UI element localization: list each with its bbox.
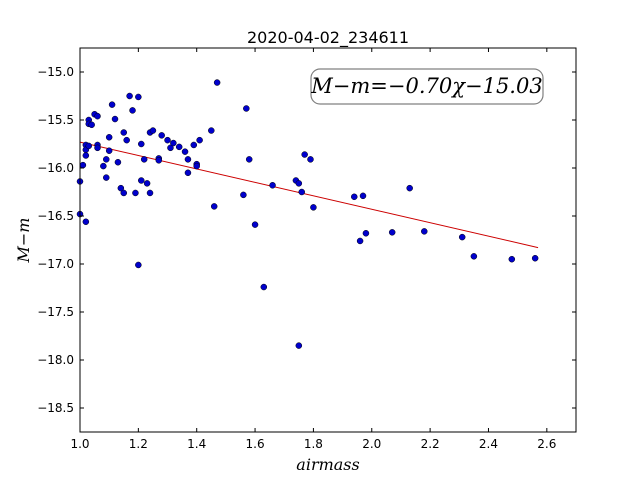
data-point <box>114 158 122 166</box>
data-point <box>196 136 203 144</box>
fit-annotation-frame <box>310 68 544 105</box>
data-point <box>135 261 142 269</box>
data-point <box>359 192 367 200</box>
data-point <box>82 152 90 159</box>
data-point <box>421 228 428 235</box>
fit-annotation: M−m=−0.70χ−15.03 <box>310 74 542 98</box>
data-point <box>140 156 148 163</box>
data-point <box>79 161 87 169</box>
data-point <box>85 142 92 150</box>
x-tick-label: 1.0 <box>70 437 89 451</box>
data-point <box>146 189 154 197</box>
y-tick-label: −18.5 <box>37 401 74 415</box>
data-point <box>94 144 101 152</box>
data-point <box>260 283 268 291</box>
data-point <box>184 169 192 177</box>
x-axis-ticks: 1.0 1.2 1.4 1.6 1.8 2.0 2.2 2.4 2.6 <box>70 48 556 451</box>
data-point <box>310 204 317 211</box>
data-point <box>208 127 215 134</box>
data-point <box>123 136 130 144</box>
y-axis-ticks: −15.0 −15.5 −16.0 −16.5 −17.0 −17.5 −18.0 −18.5 <box>37 65 576 415</box>
x-tick-label: 1.2 <box>129 437 148 451</box>
x-tick-label: 1.4 <box>187 437 206 451</box>
x-tick-label: 2.4 <box>479 437 498 451</box>
y-tick-label: −17.5 <box>37 305 74 319</box>
y-tick-label: −16.5 <box>37 209 74 223</box>
data-point <box>181 148 189 155</box>
data-point <box>94 112 101 120</box>
data-point <box>240 191 247 199</box>
y-tick-label: −16.0 <box>37 161 74 175</box>
data-point <box>295 342 303 349</box>
x-axis-label: airmass <box>296 455 359 474</box>
y-tick-label: −18.0 <box>37 353 74 367</box>
data-point <box>129 107 136 114</box>
data-point <box>175 143 183 151</box>
y-axis-label: M−m <box>14 218 33 264</box>
data-point <box>356 237 364 245</box>
data-point <box>155 157 163 164</box>
data-point <box>105 147 113 154</box>
y-tick-label: −15.0 <box>37 65 74 79</box>
plot-frame <box>79 47 577 433</box>
data-point <box>307 156 314 163</box>
y-tick-label: −17.0 <box>37 257 74 271</box>
data-point <box>126 92 133 100</box>
data-point <box>301 151 308 158</box>
data-point <box>298 188 305 196</box>
data-point <box>108 101 116 108</box>
data-point <box>111 115 119 123</box>
data-point <box>213 79 221 86</box>
data-point <box>143 180 151 187</box>
x-tick-label: 1.8 <box>304 437 323 451</box>
data-point <box>508 255 516 263</box>
data-point <box>120 189 128 197</box>
data-point <box>135 93 142 101</box>
plot-area <box>76 79 539 349</box>
data-point <box>193 162 200 170</box>
data-point <box>120 129 128 136</box>
data-point <box>351 193 358 201</box>
data-point <box>184 156 192 163</box>
data-point <box>362 230 370 237</box>
data-point <box>190 141 198 149</box>
data-point <box>132 189 139 197</box>
x-tick-label: 2.6 <box>537 437 556 451</box>
data-point <box>458 233 466 241</box>
x-tick-label: 2.2 <box>421 437 440 451</box>
chart-title: 2020-04-02_234611 <box>247 28 409 48</box>
data-point <box>470 253 478 260</box>
data-point <box>117 184 125 192</box>
data-point <box>158 132 165 139</box>
data-point <box>103 174 110 181</box>
data-point <box>100 162 107 170</box>
data-point <box>295 180 303 187</box>
data-point <box>269 182 276 189</box>
data-point <box>210 203 218 210</box>
data-point <box>164 136 171 144</box>
data-point <box>167 144 174 152</box>
data-point <box>138 177 145 184</box>
data-point <box>531 254 539 262</box>
data-point <box>170 139 177 147</box>
data-point <box>103 156 110 163</box>
data-point <box>149 127 157 134</box>
data-point <box>388 229 396 236</box>
y-tick-label: −15.5 <box>37 113 74 127</box>
data-point <box>105 134 113 141</box>
data-point <box>88 121 95 129</box>
data-point <box>82 218 90 226</box>
data-point <box>138 140 145 148</box>
fit-annotation-box: M−m=−0.70χ−15.03 <box>310 68 544 105</box>
data-point <box>406 184 413 192</box>
data-point <box>245 156 253 163</box>
data-point <box>251 221 259 228</box>
data-point <box>243 105 250 112</box>
x-tick-label: 2.0 <box>362 437 381 451</box>
x-tick-label: 1.6 <box>246 437 265 451</box>
